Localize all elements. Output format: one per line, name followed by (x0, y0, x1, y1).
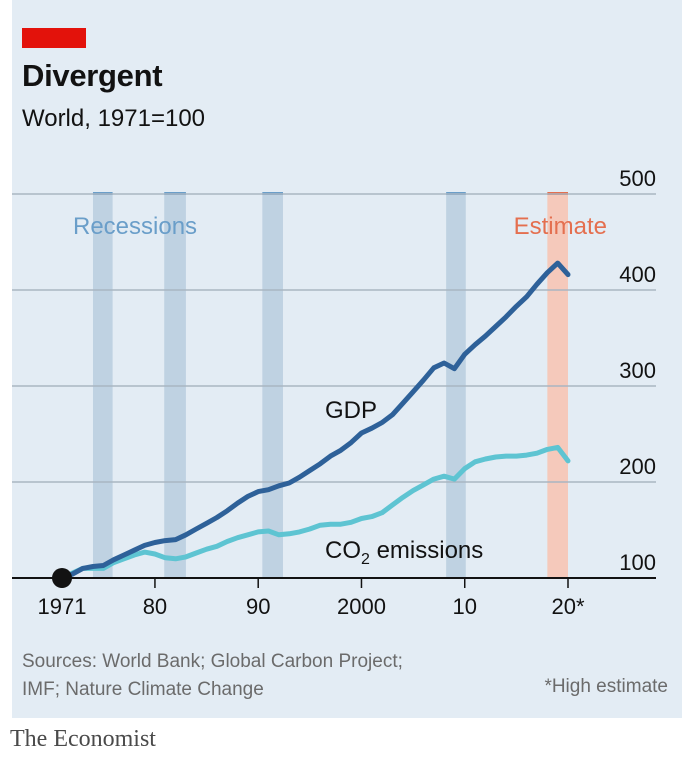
y-tick-label-300: 300 (619, 358, 656, 383)
x-tick-label-20*: 20* (551, 594, 584, 619)
gdp-series-label: GDP (325, 397, 377, 424)
y-tick-label-400: 400 (619, 262, 656, 287)
x-tick-label-1971: 1971 (38, 594, 87, 619)
co2-label-subscript: 2 (361, 551, 370, 568)
start-point-marker (52, 568, 72, 588)
co2-series-line (59, 444, 571, 581)
axis-layer: 100 200 300 400 500 1971 80 90 2000 10 20* (12, 166, 656, 619)
recessions-label: Recessions (73, 213, 197, 240)
footnote: *High estimate (544, 676, 668, 697)
x-tick-label-10: 10 (452, 594, 476, 619)
gdp-series-line (59, 260, 571, 581)
source-note: Sources: World Bank; Global Carbon Proje… (22, 648, 403, 704)
source-line-2: IMF; Nature Climate Change (22, 679, 264, 700)
brand-accent-tag (22, 28, 86, 48)
chart-title: Divergent (22, 58, 163, 93)
band-layer (92, 192, 568, 578)
co2-series-label: CO2 emissions (325, 537, 483, 568)
label-layer: Recessions Estimate GDP CO2 emissions (73, 213, 607, 568)
x-tick-label-2000: 2000 (337, 594, 386, 619)
chart-subtitle: World, 1971=100 (22, 105, 206, 132)
x-tick-label-80: 80 (143, 594, 167, 619)
y-tick-label-100: 100 (619, 550, 656, 575)
chart-card (12, 0, 682, 718)
publisher-brand: The Economist (10, 726, 156, 752)
grid-layer (12, 193, 656, 483)
x-tick-label-90: 90 (246, 594, 270, 619)
y-tick-label-500: 500 (619, 166, 656, 191)
co2-label-suffix: emissions (370, 537, 483, 564)
line-chart: 100 200 300 400 500 1971 80 90 2000 10 20* Recessi… (12, 166, 656, 619)
series-layer (52, 260, 571, 588)
source-line-1: Sources: World Bank; Global Carbon Proje… (22, 651, 403, 672)
co2-label-prefix: CO (325, 537, 361, 564)
y-tick-label-200: 200 (619, 454, 656, 479)
estimate-label: Estimate (514, 213, 607, 240)
